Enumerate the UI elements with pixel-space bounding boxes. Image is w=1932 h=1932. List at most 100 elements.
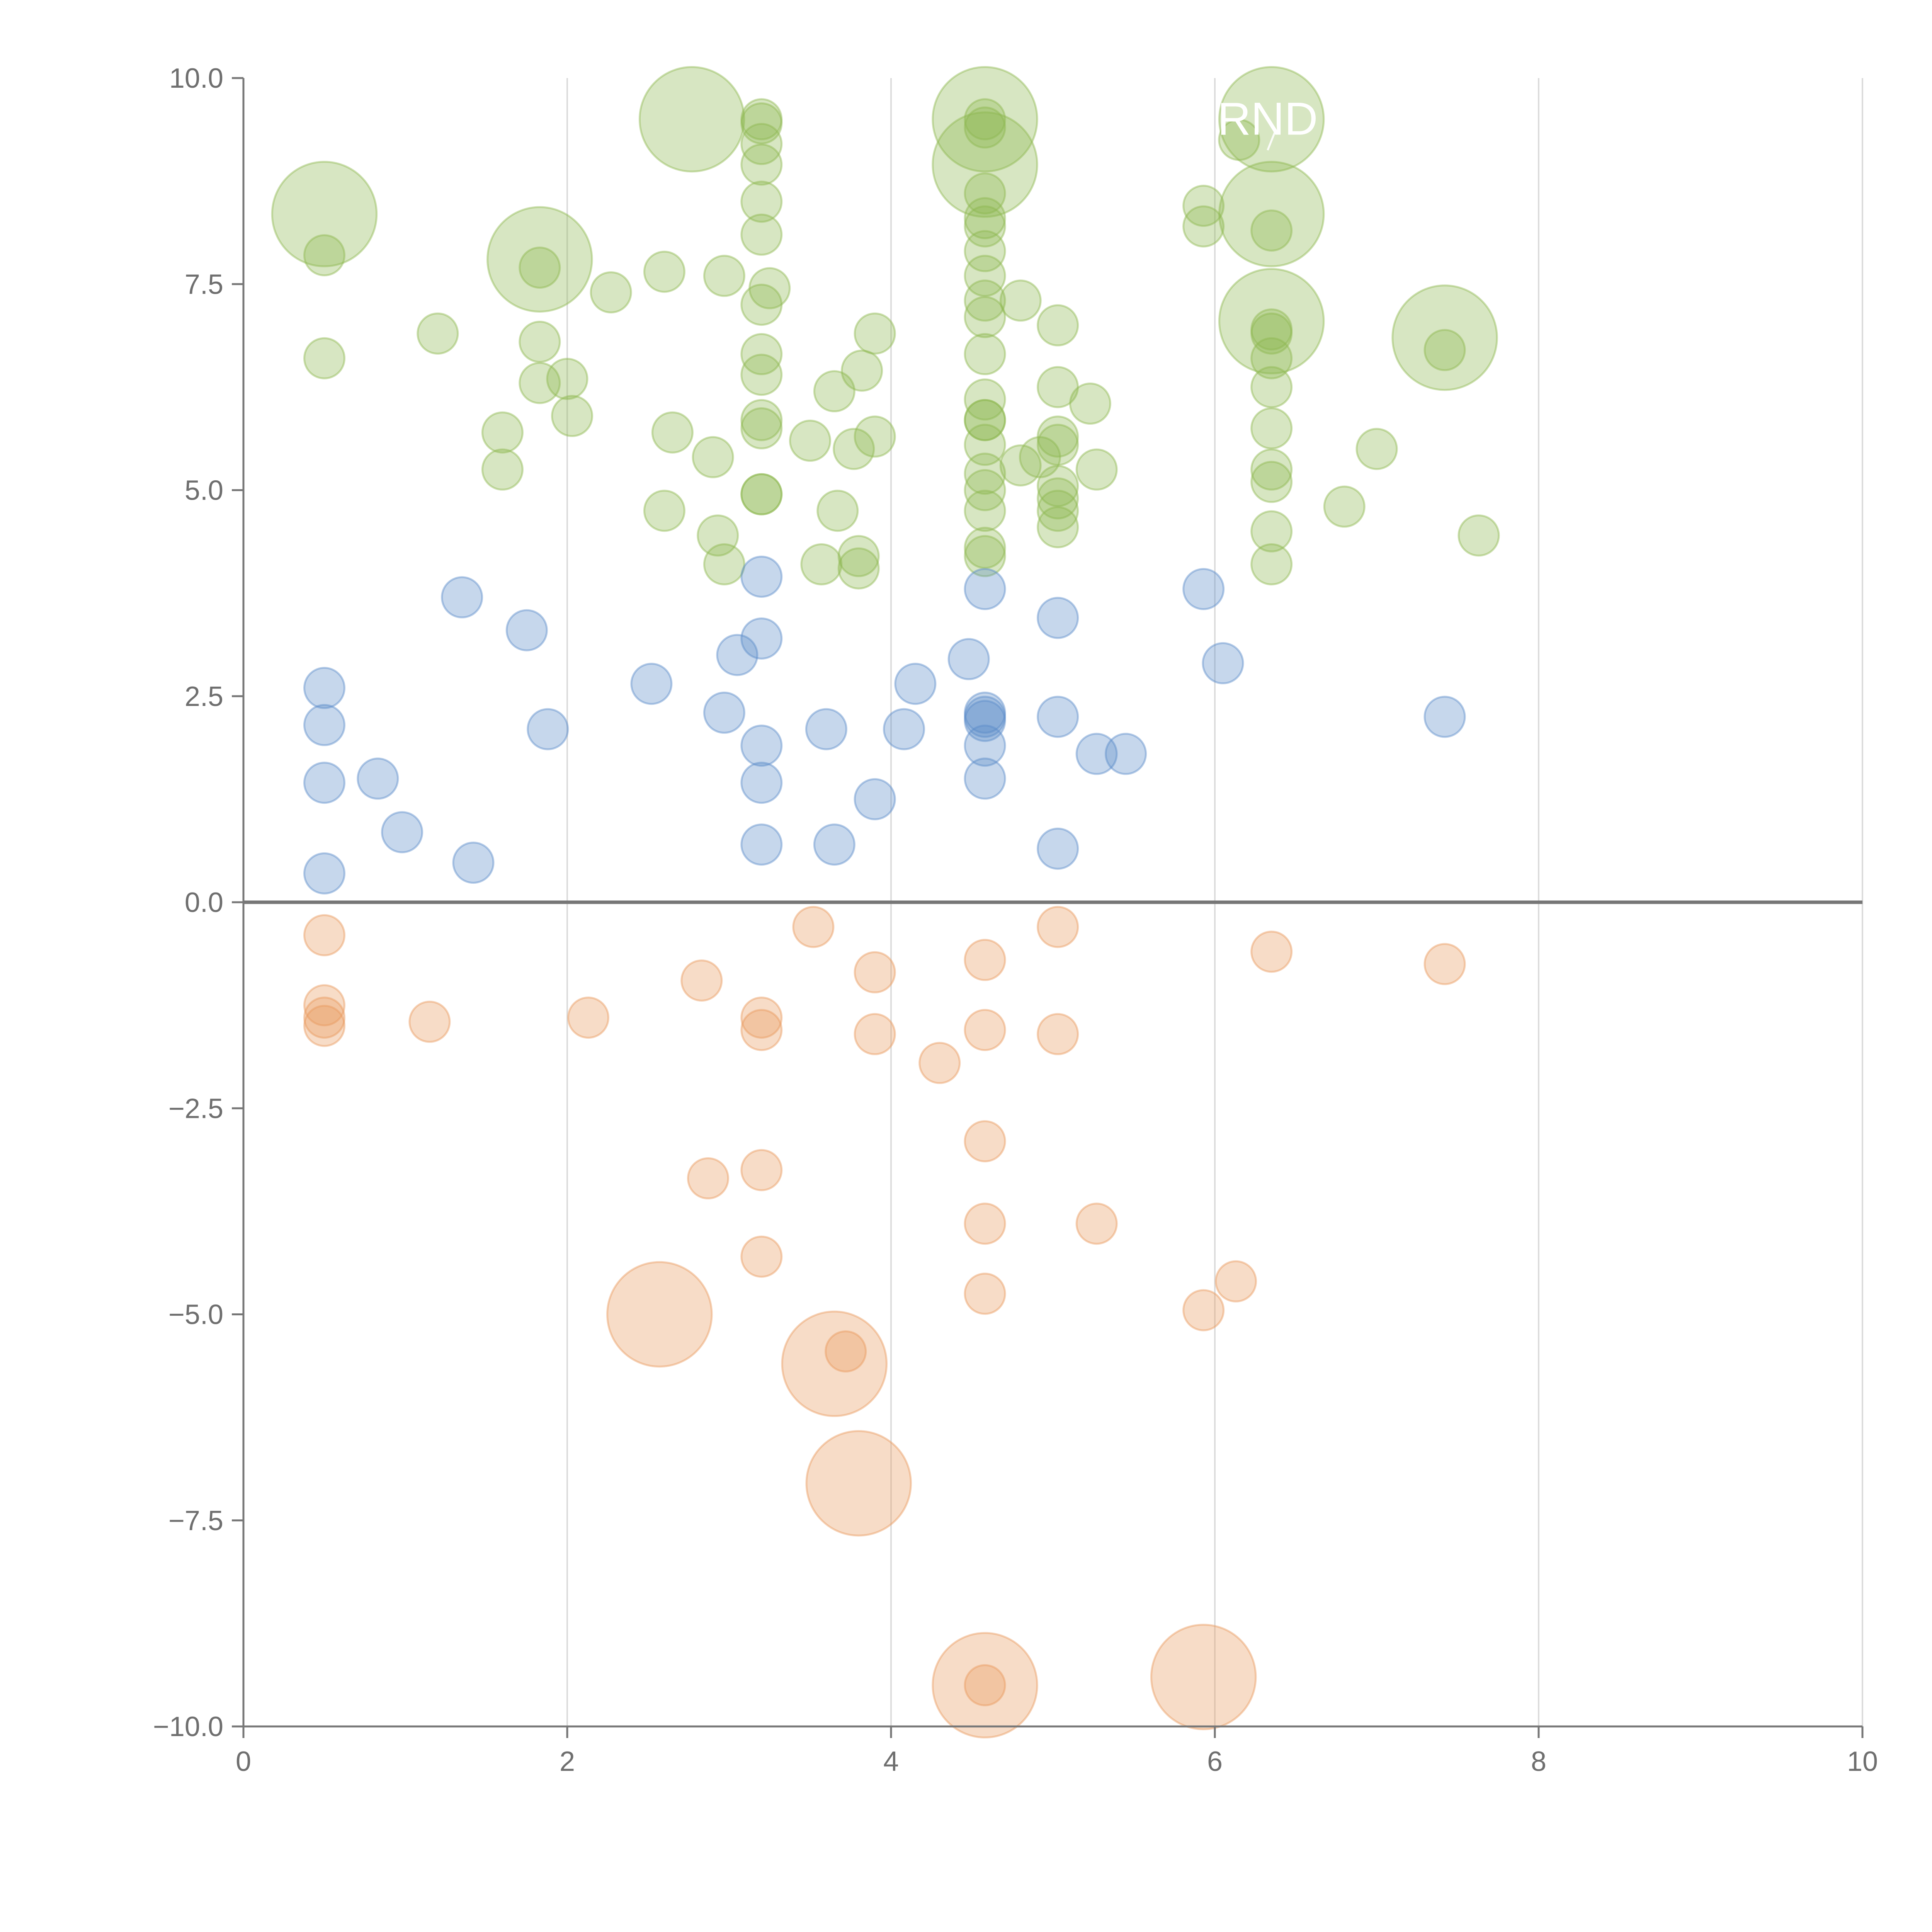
data-point-mid-4 [357,757,399,800]
y-tick-label-1: 7.5 [185,269,223,300]
annotations: RND [1218,93,1318,151]
series-mid [303,555,1466,895]
data-point-high-33 [740,473,783,515]
data-point-high-61 [964,452,1006,495]
data-point-high-50 [964,197,1006,240]
data-point-mid-10 [630,663,673,705]
data-point-mid-32 [1037,827,1079,870]
data-point-high-36 [800,543,843,585]
annotation-leader-0 [1267,130,1276,151]
data-point-negative-33 [1250,930,1293,973]
data-point-negative-0 [303,914,345,956]
data-point-high-21 [740,98,783,141]
data-point-high-80 [1182,205,1225,248]
data-point-high-81 [1218,119,1260,161]
data-point-mid-37 [1423,696,1466,738]
data-point-high-38 [816,490,859,532]
data-point-high-43 [854,312,896,355]
data-point-negative-19 [918,1042,961,1084]
data-point-high-1 [303,234,345,277]
data-point-high-2 [303,337,345,379]
data-point-negative-5 [567,997,609,1039]
data-point-high-49 [964,172,1006,215]
data-point-high-19 [703,255,745,297]
data-point-mid-13 [740,555,783,598]
data-point-high-11 [551,395,594,437]
data-point-high-60 [964,423,1006,466]
data-point-mid-21 [883,708,925,750]
data-point-mid-30 [1037,597,1079,639]
data-point-negative-31 [1150,1624,1257,1730]
y-tick-label-7: −7.5 [168,1505,223,1536]
data-point-high-89 [1250,366,1293,408]
data-point-negative-30 [1182,1289,1225,1332]
data-point-mid-11 [703,691,745,734]
data-points [271,66,1500,1739]
data-point-high-27 [740,284,783,326]
data-point-mid-27 [964,700,1006,742]
data-point-mid-19 [813,823,855,866]
data-point-mid-14 [740,617,783,660]
data-point-negative-16 [805,1430,912,1537]
data-point-high-94 [1250,543,1293,585]
data-point-mid-24 [964,568,1006,610]
data-point-high-7 [519,247,561,289]
data-point-mid-26 [964,696,1006,738]
x-tick-label-0: 0 [236,1746,251,1777]
data-point-mid-0 [303,667,345,709]
data-point-high-34 [748,267,791,310]
data-point-mid-1 [303,704,345,746]
data-point-high-55 [964,296,1006,338]
data-point-negative-27 [1037,906,1079,948]
data-point-mid-20 [854,778,896,820]
data-point-high-26 [740,213,783,256]
data-point-high-96 [1355,428,1398,470]
data-point-high-88 [1250,337,1293,379]
data-point-high-24 [740,143,783,186]
data-point-negative-2 [303,997,345,1039]
y-tick-label-6: −5.0 [168,1299,223,1330]
data-point-mid-25 [964,691,1006,734]
data-point-high-72 [1037,423,1079,466]
data-point-negative-21 [964,1009,1006,1051]
y-tick-label-2: 5.0 [185,475,223,506]
data-point-mid-6 [441,576,483,619]
x-tick-label-4: 8 [1531,1746,1546,1777]
data-point-high-98 [1423,329,1466,371]
x-tick-label-1: 2 [560,1746,575,1777]
data-point-high-13 [643,250,685,293]
data-point-high-79 [1182,185,1225,227]
data-point-high-47 [964,106,1006,149]
data-point-mid-34 [1105,733,1147,775]
data-point-high-10 [546,358,588,400]
data-point-negative-34 [1423,943,1466,985]
data-point-negative-11 [740,1149,783,1191]
data-point-mid-36 [1202,642,1244,684]
data-point-negative-20 [964,939,1006,981]
data-point-high-44 [854,415,896,458]
data-point-high-87 [1250,312,1293,355]
data-point-high-57 [964,378,1006,421]
data-point-high-58 [964,399,1006,441]
data-point-high-77 [1069,383,1111,425]
data-point-high-71 [1037,415,1079,458]
data-point-negative-15 [825,1330,867,1372]
data-point-high-35 [789,420,831,462]
x-tick-label-3: 6 [1207,1746,1223,1777]
data-point-high-83 [1218,161,1325,267]
data-point-negative-3 [303,1005,345,1047]
data-point-high-30 [740,399,783,441]
data-point-high-78 [1075,448,1118,491]
data-point-high-65 [964,535,1006,577]
data-point-high-64 [964,527,1006,569]
x-tick-label-2: 4 [883,1746,899,1777]
data-point-mid-33 [1075,733,1118,775]
data-point-negative-12 [740,1235,783,1278]
data-point-mid-35 [1182,568,1225,610]
data-point-high-66 [999,279,1042,322]
data-point-mid-16 [740,762,783,804]
data-point-high-46 [964,98,1006,141]
data-point-negative-10 [740,1009,783,1051]
